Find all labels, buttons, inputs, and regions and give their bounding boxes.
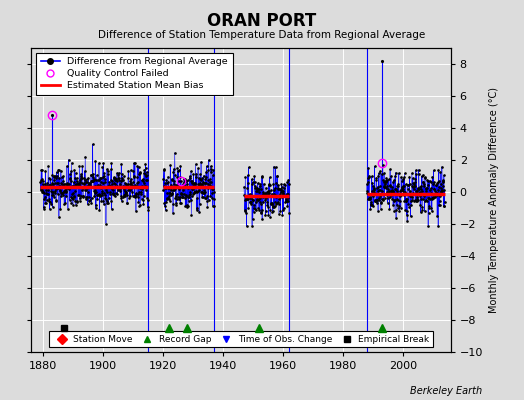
Text: Berkeley Earth: Berkeley Earth [410,386,482,396]
Text: Difference of Station Temperature Data from Regional Average: Difference of Station Temperature Data f… [99,30,425,40]
Legend: Station Move, Record Gap, Time of Obs. Change, Empirical Break: Station Move, Record Gap, Time of Obs. C… [49,331,433,348]
Y-axis label: Monthly Temperature Anomaly Difference (°C): Monthly Temperature Anomaly Difference (… [488,87,499,313]
Text: ORAN PORT: ORAN PORT [208,12,316,30]
